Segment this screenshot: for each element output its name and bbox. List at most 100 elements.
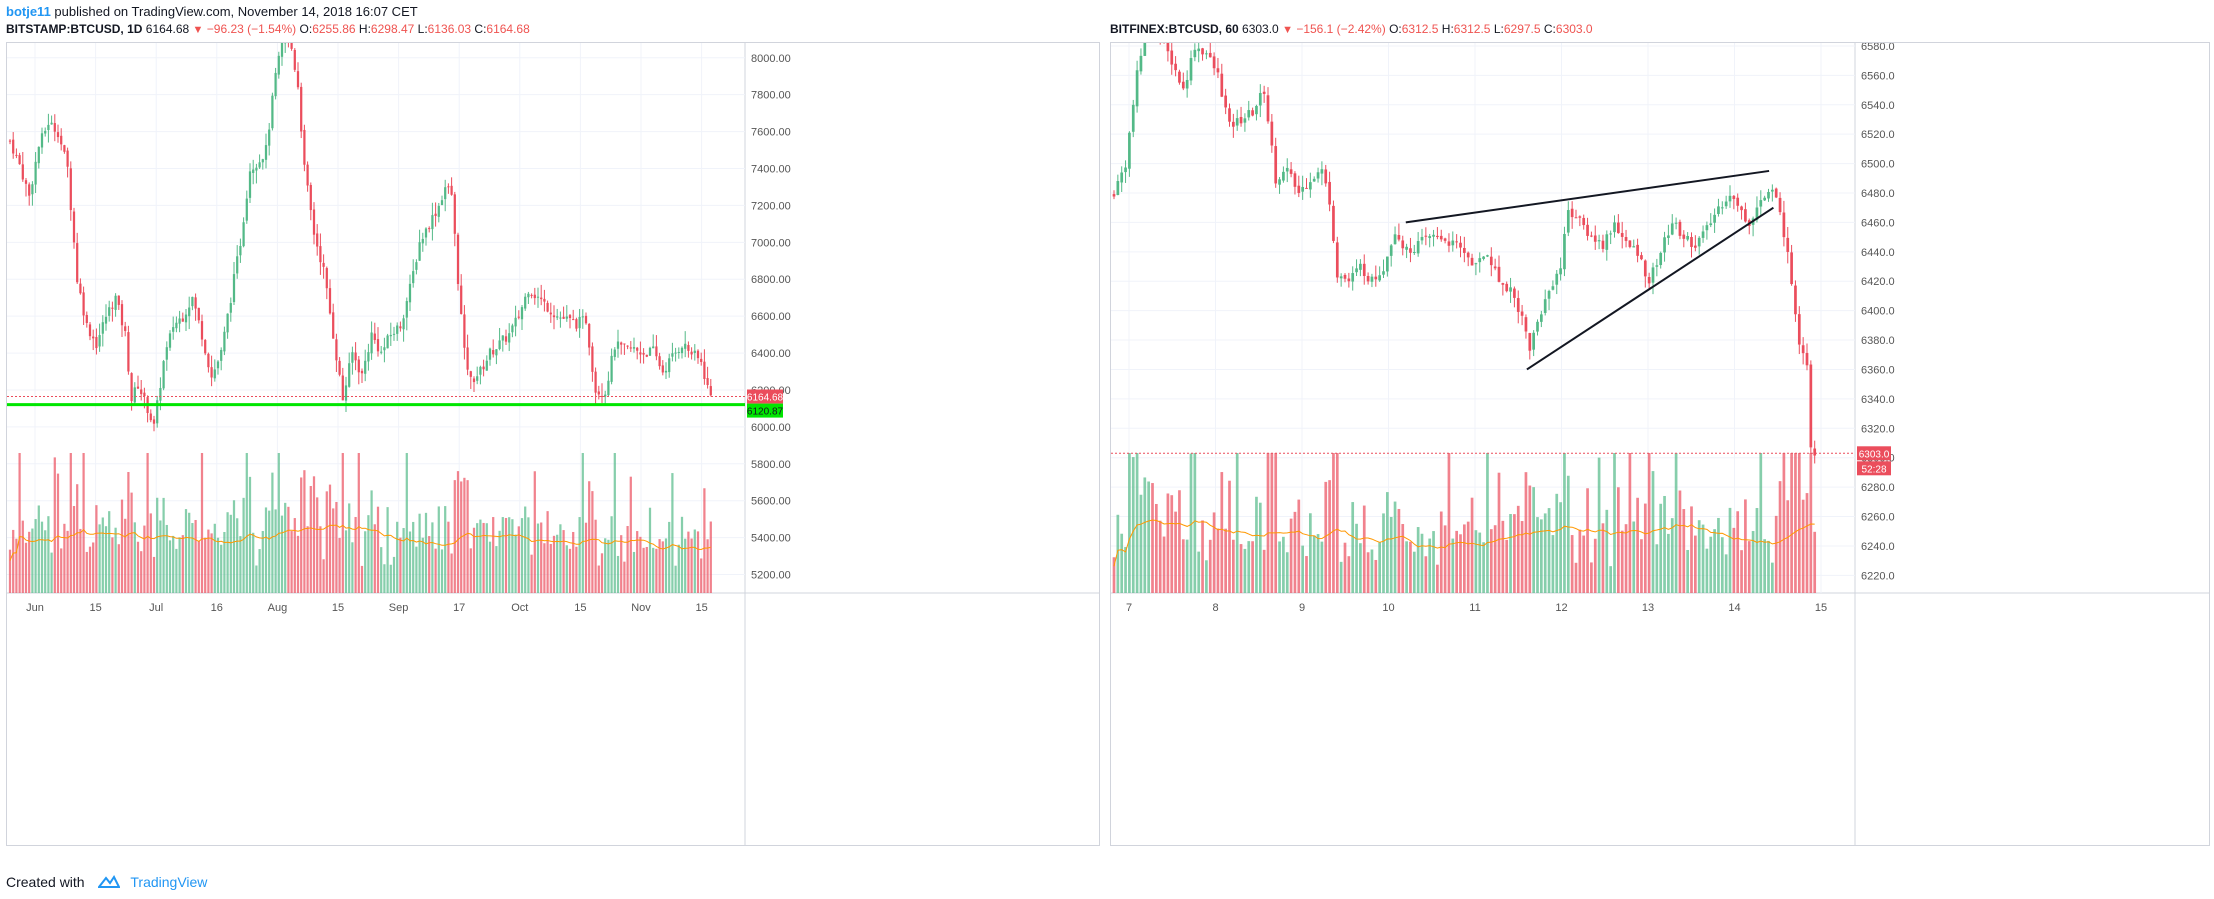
volume-bar bbox=[588, 481, 591, 593]
time-tick-label: Jun bbox=[26, 602, 44, 614]
volume-bar bbox=[175, 548, 178, 593]
volume-bar bbox=[156, 497, 159, 593]
right-chart-pane[interactable]: 6580.0 6560.0 6540.0 6520.0 6500.0 6480.0 6460… bbox=[1110, 42, 2210, 846]
candle-body bbox=[1131, 104, 1135, 132]
candle-body bbox=[437, 205, 440, 217]
volume-bar bbox=[1713, 529, 1716, 593]
candle-body bbox=[380, 351, 383, 353]
candle-body bbox=[594, 371, 597, 393]
volume-bar bbox=[1489, 529, 1493, 593]
left-symbol[interactable]: BITSTAMP:BTCUSD, 1D bbox=[6, 22, 143, 36]
volume-bar bbox=[341, 453, 344, 593]
time-tick-label: 12 bbox=[1555, 602, 1567, 614]
right-chart-svg[interactable]: 6580.0 6560.0 6540.0 6520.0 6500.0 6480.0 6460… bbox=[1111, 43, 2209, 845]
candle-body bbox=[1224, 95, 1227, 108]
candle-body bbox=[1566, 210, 1570, 233]
candle-body bbox=[223, 331, 226, 352]
volume-bar bbox=[1540, 519, 1543, 593]
candle-body bbox=[501, 335, 504, 341]
candle-body bbox=[328, 288, 332, 314]
left-legend: BITSTAMP:BTCUSD, 1D 6164.68 ▼ −96.23 (−1… bbox=[6, 22, 530, 36]
candle-body bbox=[280, 43, 284, 57]
left-chart-svg[interactable]: 8000.00 7800.00 7600.00 7400.00 7200.00 7000.… bbox=[7, 43, 1099, 845]
volume-bar bbox=[1232, 539, 1235, 593]
volume-bar bbox=[98, 524, 101, 593]
volume-bar bbox=[1378, 542, 1381, 593]
candle-body bbox=[293, 49, 296, 70]
price-tick-label: 6580.0 bbox=[1861, 43, 1895, 53]
volume-bar bbox=[690, 538, 693, 593]
candle-body bbox=[389, 334, 392, 337]
candle-body bbox=[1582, 217, 1586, 226]
volume-bar bbox=[1147, 481, 1150, 593]
candle-body bbox=[1524, 317, 1528, 332]
candle-body bbox=[1205, 53, 1208, 55]
author-name[interactable]: botje11 bbox=[6, 4, 51, 19]
volume-bar bbox=[1747, 541, 1751, 593]
volume-bar bbox=[1412, 551, 1416, 593]
volume-bar bbox=[700, 558, 703, 593]
candle-body bbox=[175, 322, 178, 329]
volume-bar bbox=[1258, 502, 1262, 593]
volume-bar bbox=[514, 534, 517, 593]
volume-bar bbox=[1663, 495, 1666, 593]
right-last: 6303.0 bbox=[1242, 22, 1279, 36]
tradingview-link[interactable]: TradingView bbox=[130, 874, 208, 890]
volume-bar bbox=[629, 476, 632, 593]
candle-body bbox=[18, 155, 21, 165]
volume-bar bbox=[268, 510, 271, 593]
price-tick-label: 6000.00 bbox=[751, 422, 791, 434]
candle-body bbox=[1309, 182, 1312, 190]
candle-body bbox=[34, 161, 37, 185]
volume-bar bbox=[498, 530, 501, 593]
volume-bar bbox=[1551, 535, 1555, 593]
volume-bar bbox=[188, 512, 191, 593]
volume-bar bbox=[492, 517, 495, 593]
left-open: 6255.86 bbox=[312, 22, 356, 36]
volume-bar bbox=[1193, 453, 1197, 593]
candle-body bbox=[1493, 266, 1497, 269]
volume-bar bbox=[1563, 453, 1566, 593]
candle-body bbox=[495, 349, 498, 356]
volume-bar bbox=[434, 548, 437, 593]
volume-bar bbox=[1590, 562, 1593, 593]
candle-body bbox=[1393, 234, 1397, 245]
volume-bar bbox=[1401, 524, 1405, 593]
candle-body bbox=[117, 295, 120, 305]
time-tick-label: 15 bbox=[332, 602, 344, 614]
candle-body bbox=[1374, 276, 1378, 280]
candle-body bbox=[578, 316, 581, 329]
volume-bar bbox=[1601, 523, 1605, 593]
candle-body bbox=[370, 332, 373, 354]
candle-body bbox=[1197, 48, 1201, 52]
volume-bar bbox=[335, 501, 338, 593]
volume-bar bbox=[31, 528, 34, 593]
candle-body bbox=[60, 135, 63, 145]
candle-body bbox=[306, 164, 309, 186]
candle-body bbox=[1282, 171, 1285, 181]
price-tick-label: 5400.00 bbox=[751, 533, 791, 545]
volume-bar bbox=[76, 484, 79, 593]
candle-body bbox=[143, 392, 146, 397]
volume-bar bbox=[1197, 551, 1201, 593]
volume-bar bbox=[136, 541, 140, 593]
candle-body bbox=[1174, 63, 1177, 71]
volume-bar bbox=[1701, 524, 1705, 593]
volume-bar bbox=[284, 502, 287, 593]
price-tick-label: 6800.00 bbox=[751, 274, 791, 286]
volume-bar bbox=[591, 491, 594, 593]
volume-bar bbox=[706, 539, 709, 593]
volume-bar bbox=[1720, 537, 1724, 593]
price-tick-label: 6220.0 bbox=[1861, 570, 1895, 582]
volume-bar bbox=[1316, 534, 1320, 593]
candle-body bbox=[1366, 275, 1370, 282]
volume-bar bbox=[1278, 541, 1281, 593]
left-chart-pane[interactable]: 8000.00 7800.00 7600.00 7400.00 7200.00 7000.… bbox=[6, 42, 1100, 846]
candle-body bbox=[1559, 268, 1562, 275]
volume-bar bbox=[354, 516, 357, 593]
candle-body bbox=[1574, 217, 1578, 219]
candle-body bbox=[1636, 244, 1639, 256]
candle-body bbox=[108, 307, 111, 316]
volume-bar bbox=[1362, 505, 1366, 593]
right-symbol[interactable]: BITFINEX:BTCUSD, 60 bbox=[1110, 22, 1239, 36]
